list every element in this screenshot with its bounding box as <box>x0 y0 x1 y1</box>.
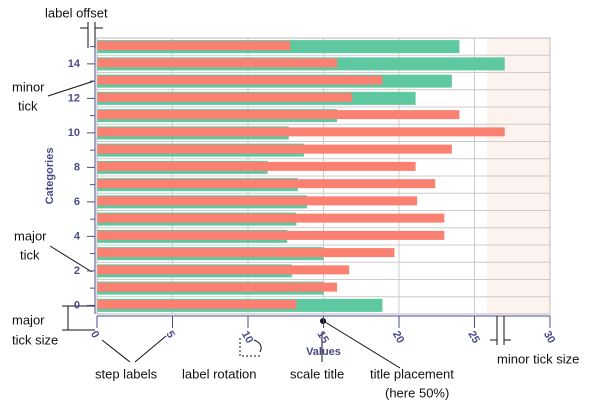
bar <box>97 58 338 68</box>
annotation: tick size <box>12 332 58 347</box>
x-tick-label: 25 <box>465 329 482 346</box>
y-axis-title: Categories <box>44 148 56 205</box>
bar <box>97 282 338 292</box>
bar <box>97 230 445 240</box>
y-tick-label: 4 <box>74 230 81 242</box>
annotation: step labels <box>95 366 158 381</box>
annotation: scale title <box>290 366 344 381</box>
bar <box>97 144 452 154</box>
annotation: tick <box>20 247 40 262</box>
bar <box>97 179 436 189</box>
plot-frame <box>96 37 551 315</box>
bar <box>97 127 505 137</box>
bar <box>97 161 416 171</box>
x-tick-label: 20 <box>390 329 407 346</box>
y-tick-label: 0 <box>74 299 80 311</box>
annotations: label offset minor tick major tick major tick … <box>12 5 579 400</box>
annotation-pointers <box>47 22 511 369</box>
x-tick-label: 0 <box>88 329 101 340</box>
annotation: label rotation <box>182 366 256 381</box>
bars <box>97 40 505 312</box>
bar <box>97 248 395 258</box>
bar <box>97 110 460 120</box>
bar <box>97 75 383 85</box>
annotation: tick <box>18 98 38 113</box>
y-tick-label: 6 <box>74 196 80 208</box>
x-tick-label: 15 <box>314 329 331 346</box>
x-tick-label: 30 <box>541 329 558 346</box>
bar <box>97 92 353 102</box>
y-tick-label: 14 <box>68 58 81 70</box>
bar <box>97 265 350 275</box>
x-tick-label: 5 <box>163 329 176 340</box>
annotation: title placement <box>370 366 454 381</box>
x-axis-title: Values <box>306 346 341 358</box>
annotation: label offset <box>45 5 108 20</box>
y-tick-label: 2 <box>74 265 80 277</box>
bar <box>97 196 418 206</box>
annotation: major <box>14 228 47 243</box>
y-tick-label: 10 <box>68 127 80 139</box>
bar <box>97 299 297 309</box>
bar <box>97 213 445 223</box>
annotation: minor tick size <box>497 351 579 366</box>
y-tick-label: 8 <box>74 161 80 173</box>
x-tick-label: 10 <box>239 329 256 346</box>
bar <box>97 41 291 51</box>
y-tick-label: 12 <box>68 92 80 104</box>
annotation: minor <box>12 79 45 94</box>
annotation: major <box>12 312 45 327</box>
annotation: (here 50%) <box>385 385 449 400</box>
